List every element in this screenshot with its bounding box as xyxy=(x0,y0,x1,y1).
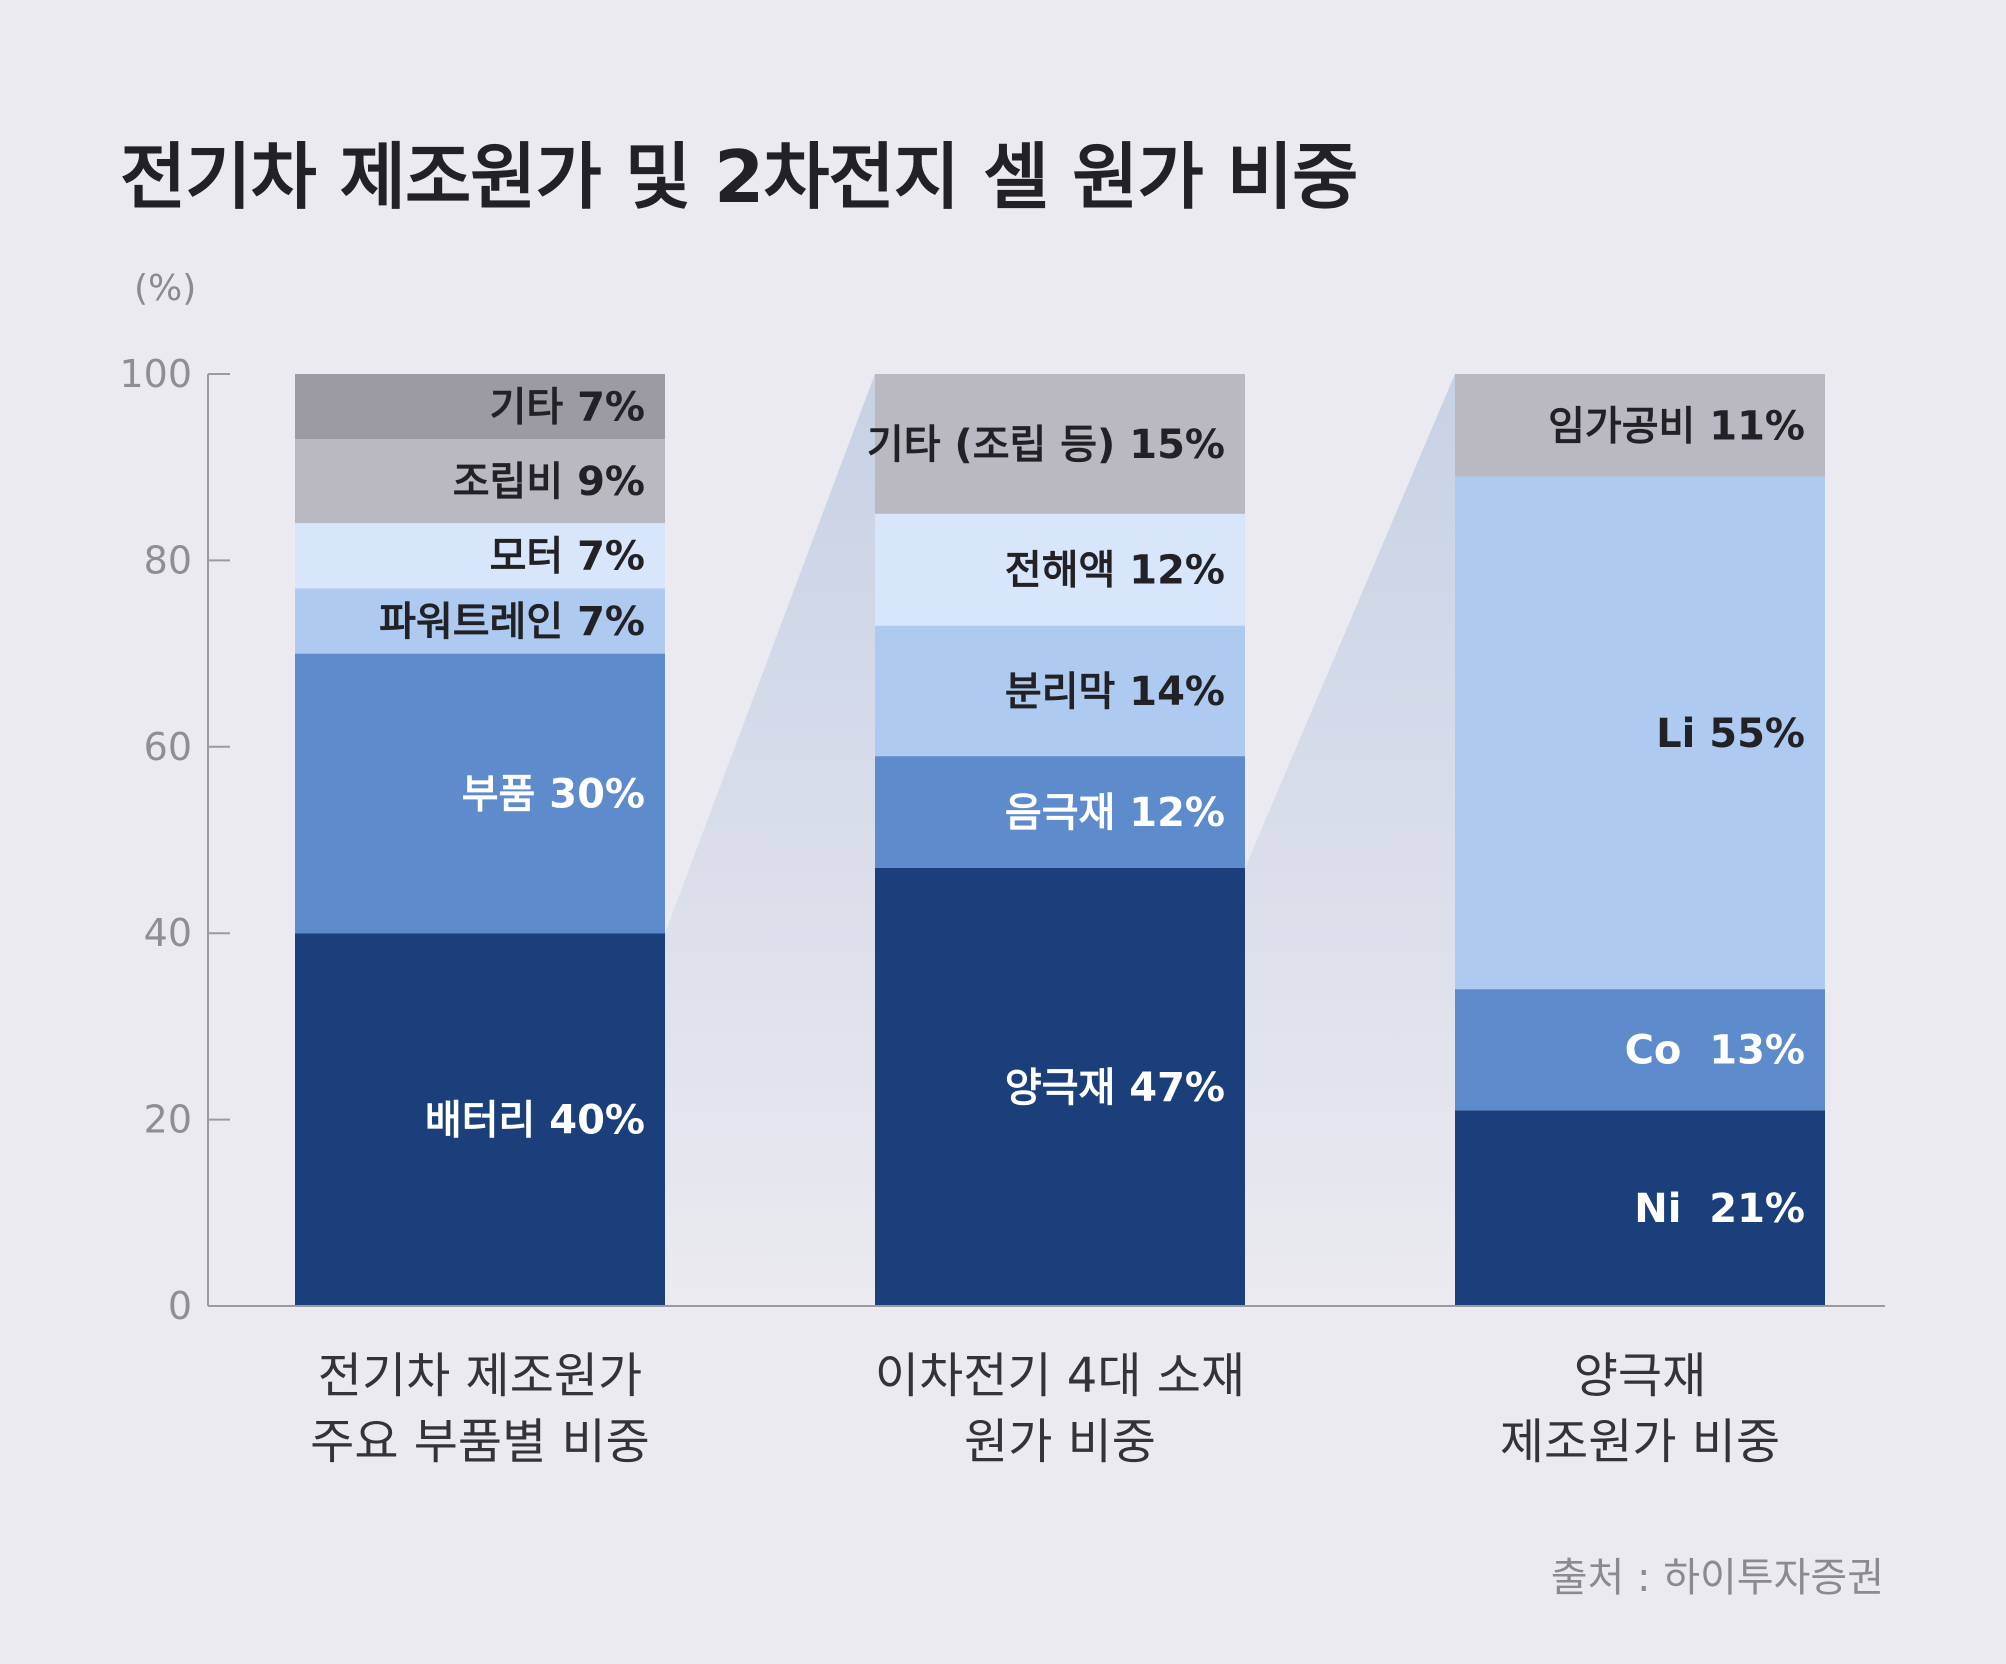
bar-3: Ni 21% Co 13% Li 55% 임가공비 11% xyxy=(1455,374,1825,1306)
category-label-line: 원가 비중 xyxy=(964,1414,1156,1470)
bars-layer: 배터리 40% 부품 30% 파워트레인 7% 모터 7% 조립비 9% 기타 7% 양극재… xyxy=(295,374,1825,1306)
y-tick-label: 20 xyxy=(144,1098,192,1142)
segment-label: 파워트레인 7% xyxy=(379,599,645,645)
segment-label: Co 13% xyxy=(1625,1028,1805,1074)
segment-label: 기타 (조립 등) 15% xyxy=(867,422,1225,468)
y-axis-unit: (%) xyxy=(134,268,197,309)
bar-segment xyxy=(295,439,665,524)
bar-segment xyxy=(875,756,1245,868)
bar-segment xyxy=(875,867,1245,1306)
bar-segment xyxy=(875,625,1245,757)
segment-label: 기타 7% xyxy=(490,385,645,431)
bar-segment xyxy=(295,374,665,440)
segment-label: 배터리 40% xyxy=(425,1098,645,1144)
segment-label: 분리막 14% xyxy=(1005,669,1225,715)
bar-segment xyxy=(1455,1110,1825,1306)
zoom-connector xyxy=(1245,374,1455,1306)
bar-segment xyxy=(875,374,1245,514)
segment-label: 조립비 9% xyxy=(453,459,645,505)
zoom-connector xyxy=(665,374,875,1306)
segment-label: 전해액 12% xyxy=(1005,548,1225,594)
bar-segment xyxy=(1455,476,1825,990)
segment-label: 임가공비 11% xyxy=(1548,403,1805,449)
segment-label: 음극재 12% xyxy=(1005,790,1225,836)
segment-label: Ni 21% xyxy=(1634,1186,1805,1232)
category-label-line: 이차전기 4대 소재 xyxy=(875,1348,1245,1404)
segment-label: Li 55% xyxy=(1656,711,1805,757)
y-tick-label: 40 xyxy=(144,911,192,955)
source-note: 출처 : 하이투자증권 xyxy=(1550,1555,1884,1601)
y-tick-label: 0 xyxy=(168,1284,192,1328)
bar-segment xyxy=(295,653,665,934)
segment-label: 부품 30% xyxy=(462,771,645,817)
bar-segment xyxy=(875,513,1245,626)
connector-layer xyxy=(665,374,1455,1306)
bar-segment xyxy=(1455,374,1825,477)
bar-segment xyxy=(295,933,665,1306)
bar-segment xyxy=(295,523,665,589)
y-tick-label: 60 xyxy=(144,725,192,769)
bar-segment xyxy=(295,588,665,654)
y-tick-label: 100 xyxy=(119,352,192,396)
category-label-line: 양극재 xyxy=(1574,1348,1706,1404)
bar-segment xyxy=(1455,989,1825,1111)
segment-label: 모터 7% xyxy=(490,534,645,580)
y-tick-label: 80 xyxy=(144,538,192,582)
chart-title: 전기차 제조원가 및 2차전지 셀 원가 비중 xyxy=(120,135,1358,219)
bar-2: 양극재 47% 음극재 12% 분리막 14% 전해액 12% 기타 (조립 등) 15… xyxy=(867,374,1245,1306)
category-label-line: 전기차 제조원가 xyxy=(318,1348,642,1404)
category-label-line: 제조원가 비중 xyxy=(1500,1414,1780,1470)
segment-label: 양극재 47% xyxy=(1005,1065,1225,1111)
category-label-line: 주요 부품별 비중 xyxy=(310,1414,650,1470)
bar-1: 배터리 40% 부품 30% 파워트레인 7% 모터 7% 조립비 9% 기타 7% xyxy=(295,374,665,1306)
y-axis: 0 20 40 60 80 100 xyxy=(119,352,1885,1328)
